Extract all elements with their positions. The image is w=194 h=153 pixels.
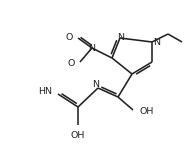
Text: N: N xyxy=(93,80,100,88)
Text: HN: HN xyxy=(38,86,52,95)
Text: N: N xyxy=(153,37,160,47)
Text: N: N xyxy=(88,43,95,52)
Text: OH: OH xyxy=(139,106,153,116)
Text: O: O xyxy=(68,58,75,67)
Text: OH: OH xyxy=(71,131,85,140)
Text: O: O xyxy=(66,32,73,41)
Text: N: N xyxy=(118,32,125,41)
